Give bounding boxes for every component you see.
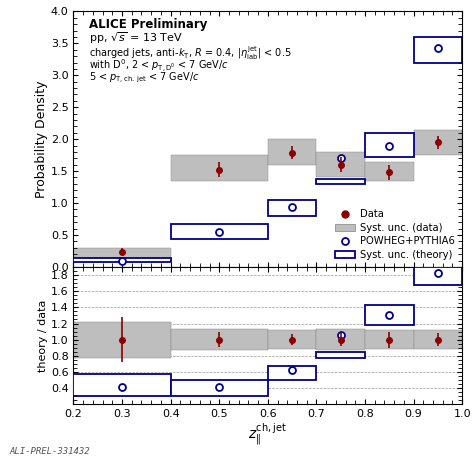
Bar bbox=[316, 152, 365, 177]
Text: ALI-PREL-331432: ALI-PREL-331432 bbox=[9, 447, 90, 456]
Bar bbox=[73, 322, 171, 357]
Bar bbox=[268, 139, 316, 165]
X-axis label: $z_{\|}^{\mathrm{ch,jet}}$: $z_{\|}^{\mathrm{ch,jet}}$ bbox=[248, 422, 287, 448]
Bar bbox=[171, 224, 268, 239]
Text: pp, $\sqrt{s}$ = 13 TeV: pp, $\sqrt{s}$ = 13 TeV bbox=[89, 31, 183, 46]
Text: charged jets, anti-$k_{\mathrm{T}}$, $R$ = 0.4, $|\eta^{\mathrm{jet}}_{\mathrm{l: charged jets, anti-$k_{\mathrm{T}}$, $R$… bbox=[89, 44, 292, 62]
Bar bbox=[413, 130, 462, 155]
Text: ALICE Preliminary: ALICE Preliminary bbox=[89, 18, 208, 31]
Bar bbox=[316, 329, 365, 350]
Bar bbox=[365, 161, 413, 181]
Legend: Data, Syst. unc. (data), POWHEG+PYTHIA6, Syst. unc. (theory): Data, Syst. unc. (data), POWHEG+PYTHIA6,… bbox=[331, 205, 459, 264]
Bar bbox=[171, 155, 268, 181]
Bar bbox=[73, 248, 171, 260]
Bar bbox=[365, 305, 413, 325]
Bar bbox=[413, 330, 462, 350]
Bar bbox=[316, 179, 365, 184]
Bar bbox=[268, 200, 316, 216]
Bar bbox=[413, 267, 462, 285]
Bar bbox=[413, 37, 462, 63]
Text: with D$^{0}$, 2 < $p_{\mathrm{T,D^{0}}}$ < 7 GeV/$c$: with D$^{0}$, 2 < $p_{\mathrm{T,D^{0}}}$… bbox=[89, 58, 229, 74]
Y-axis label: theory / data: theory / data bbox=[38, 299, 48, 372]
Bar bbox=[73, 374, 171, 396]
Bar bbox=[268, 330, 316, 350]
Bar bbox=[365, 330, 413, 350]
Text: 5 < $p_{\mathrm{T,ch.\,jet}}$ < 7 GeV/$c$: 5 < $p_{\mathrm{T,ch.\,jet}}$ < 7 GeV/$c… bbox=[89, 71, 200, 85]
Bar bbox=[171, 380, 268, 396]
Bar bbox=[365, 133, 413, 157]
Bar bbox=[316, 352, 365, 357]
Bar bbox=[73, 258, 171, 262]
Bar bbox=[268, 366, 316, 380]
Y-axis label: Probability Density: Probability Density bbox=[35, 80, 48, 198]
Bar bbox=[171, 329, 268, 350]
